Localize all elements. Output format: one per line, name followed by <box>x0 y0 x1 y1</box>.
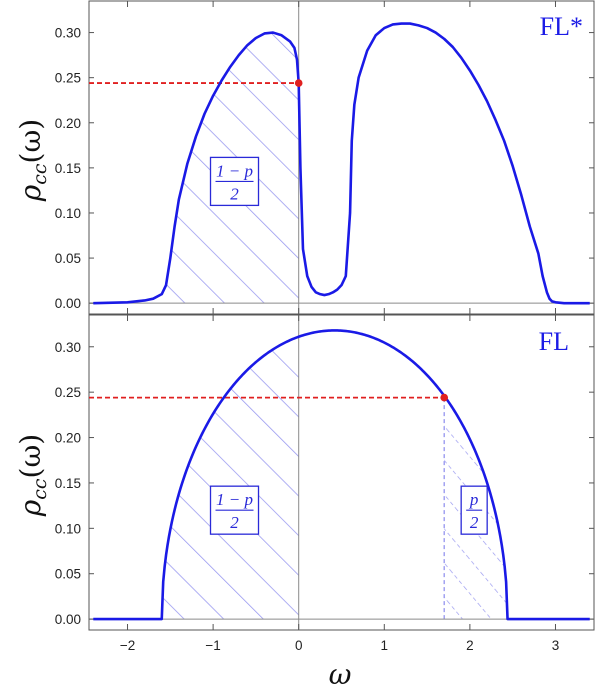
y-tick-label: 0.00 <box>55 296 81 311</box>
panel-label-fl-star: FL* <box>540 12 583 41</box>
x-axis-title: ω <box>329 658 352 691</box>
x-tick-label: 1 <box>381 638 389 653</box>
svg-text:ρcc(ω): ρcc(ω) <box>14 434 51 517</box>
fraction-box-label: p2 <box>460 485 488 535</box>
y-axis-title-arg: (ω) <box>14 119 47 164</box>
y-tick-label: 0.15 <box>55 161 81 176</box>
y-axis-title-sub: cc <box>29 478 51 500</box>
y-tick-label: 0.10 <box>55 521 81 536</box>
fraction-denominator: 2 <box>230 513 239 532</box>
bottom-panel: 0.00 0.05 0.10 0.15 0.20 0.25 0.30 −2 −1 0 1 2 3 1 − … <box>55 315 594 653</box>
y-axis-title-bottom: ρcc(ω) <box>14 434 51 517</box>
fraction-box-label: 1 − p 2 <box>209 485 260 535</box>
y-tick-label: 0.05 <box>55 251 81 266</box>
fraction-numerator: 1 − p <box>216 161 253 180</box>
x-tick-label: 2 <box>466 638 474 653</box>
spectral-density-curve <box>93 329 590 621</box>
top-panel-frame <box>88 0 595 315</box>
x-tick-label: −1 <box>205 638 220 653</box>
top-panel: 0.00 0.05 0.10 0.15 0.20 0.25 0.30 1 − p 2 <box>55 1 594 314</box>
spectral-density-curve <box>93 22 590 305</box>
y-tick-label: 0.25 <box>55 385 81 400</box>
fermi-level-point <box>440 393 449 402</box>
hatched-area-occupied <box>161 336 299 620</box>
y-axis-title-rho: ρ <box>14 499 47 517</box>
y-axis-title-top: ρcc(ω) <box>14 119 51 202</box>
fraction-numerator: 1 − p <box>216 490 253 509</box>
svg-text:ρcc(ω): ρcc(ω) <box>14 119 51 202</box>
y-tick-label: 0.30 <box>55 26 81 41</box>
y-axis-title-arg: (ω) <box>14 434 47 479</box>
y-axis-title-sub: cc <box>29 163 51 185</box>
y-axis-title-rho: ρ <box>14 184 47 202</box>
panel-label-fl: FL <box>539 327 569 356</box>
y-tick-label: 0.25 <box>55 71 81 86</box>
fraction-numerator: p <box>469 490 479 509</box>
y-tick-label: 0.05 <box>55 567 81 582</box>
fraction-box-label: 1 − p 2 <box>209 156 260 207</box>
y-tick-label: 0.15 <box>55 476 81 491</box>
fraction-denominator: 2 <box>470 513 479 532</box>
y-tick-label: 0.20 <box>55 431 81 446</box>
y-tick-label: 0.30 <box>55 340 81 355</box>
bottom-panel-frame <box>88 314 595 631</box>
y-tick-label: 0.00 <box>55 612 81 627</box>
y-tick-label: 0.10 <box>55 206 81 221</box>
x-tick-label: 3 <box>552 638 560 653</box>
x-tick-label: 0 <box>295 638 303 653</box>
fraction-denominator: 2 <box>230 184 239 203</box>
x-tick-label: −2 <box>120 638 135 653</box>
y-tick-label: 0.20 <box>55 116 81 131</box>
fermi-level-point <box>294 79 303 87</box>
